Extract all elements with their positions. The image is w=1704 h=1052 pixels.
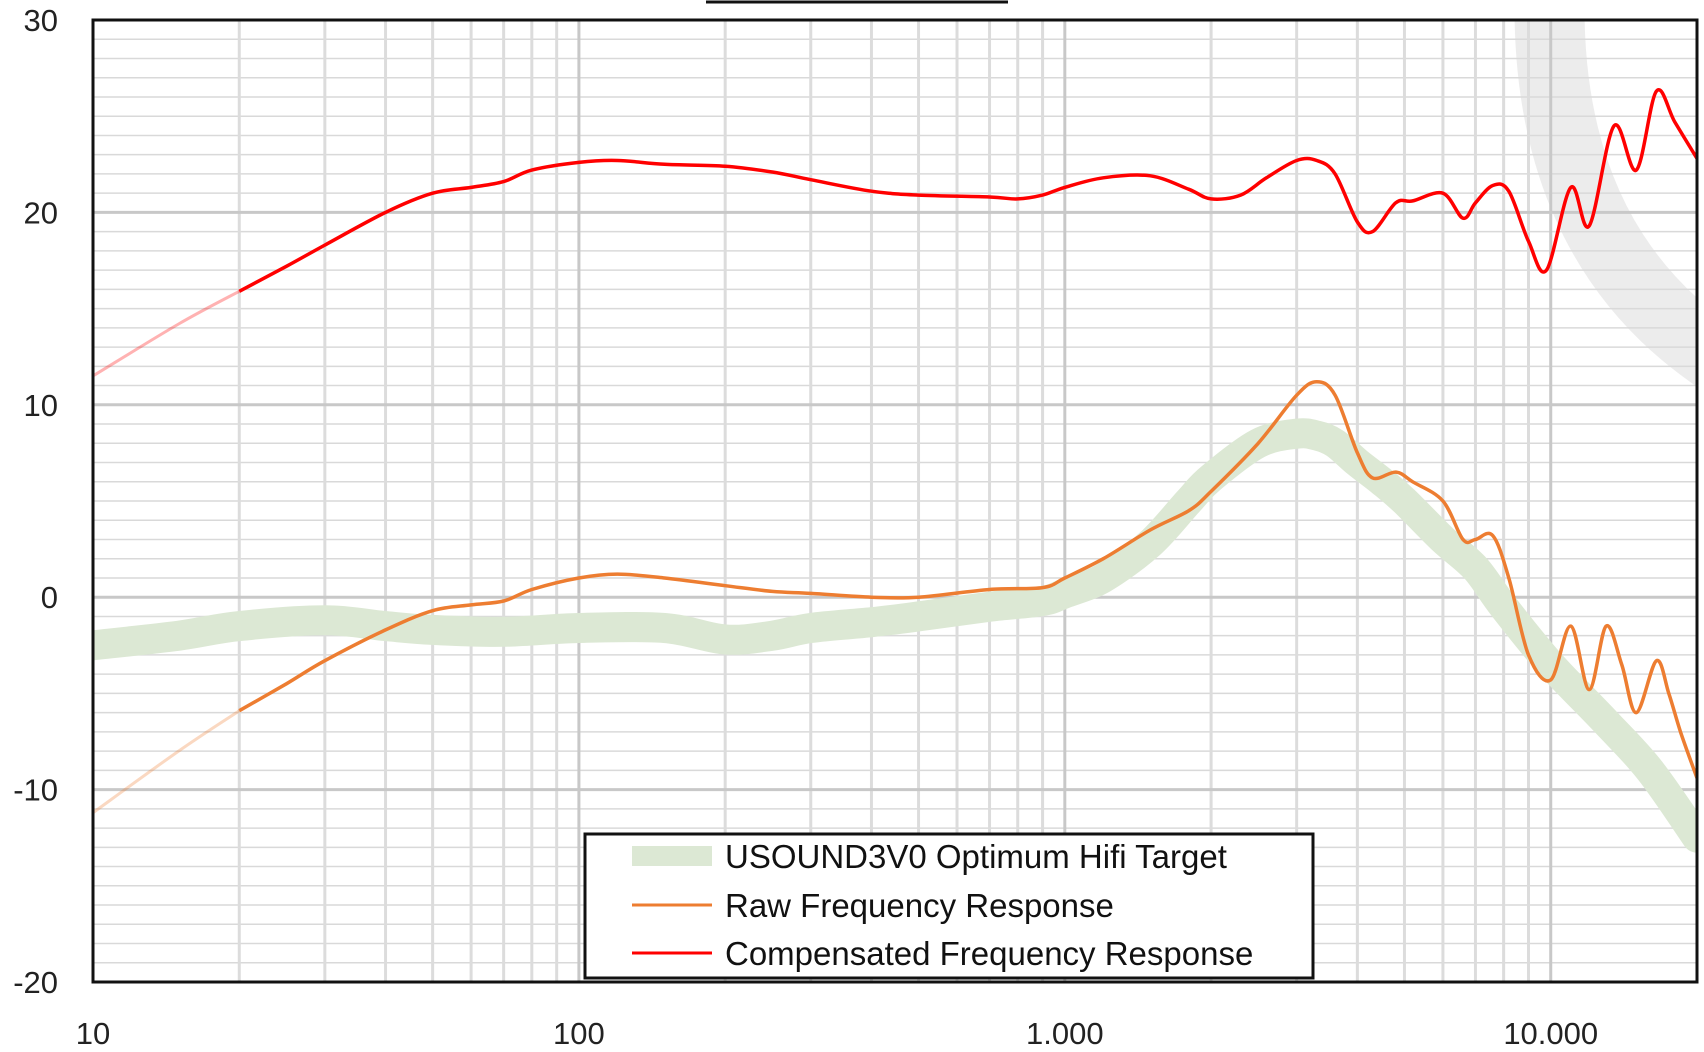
x-tick-label: 1.000 <box>1026 1016 1104 1051</box>
x-axis-ticks: 10 100 1.000 10.000 <box>76 1016 1598 1051</box>
legend-label-target: USOUND3V0 Optimum Hifi Target <box>725 838 1227 875</box>
legend-label-compensated: Compensated Frequency Response <box>725 935 1253 972</box>
grid-minor <box>93 20 1697 982</box>
x-tick-label: 100 <box>553 1016 605 1051</box>
series-line-raw-faded <box>93 709 241 814</box>
series-layer <box>93 88 1697 853</box>
x-tick-label: 10 <box>76 1016 110 1051</box>
y-tick-label: -20 <box>13 965 58 1000</box>
y-tick-label: -10 <box>13 773 58 808</box>
legend-label-raw: Raw Frequency Response <box>725 887 1114 924</box>
grid-major <box>93 20 1697 982</box>
y-axis-ticks: 30 20 10 0 -10 -20 <box>13 3 58 1000</box>
y-tick-label: 20 <box>24 195 58 230</box>
legend: USOUND3V0 Optimum Hifi Target Raw Freque… <box>583 832 1315 980</box>
series-line-target <box>93 418 1697 853</box>
plot-frame <box>91 18 1699 984</box>
series-line-compensated <box>238 88 1697 293</box>
y-tick-label: 30 <box>24 3 58 38</box>
series-line-compensated-faded <box>93 289 241 378</box>
y-tick-label: 10 <box>24 388 58 423</box>
y-tick-label: 0 <box>41 580 58 615</box>
x-tick-label: 10.000 <box>1503 1016 1598 1051</box>
series-line-raw <box>238 379 1697 779</box>
